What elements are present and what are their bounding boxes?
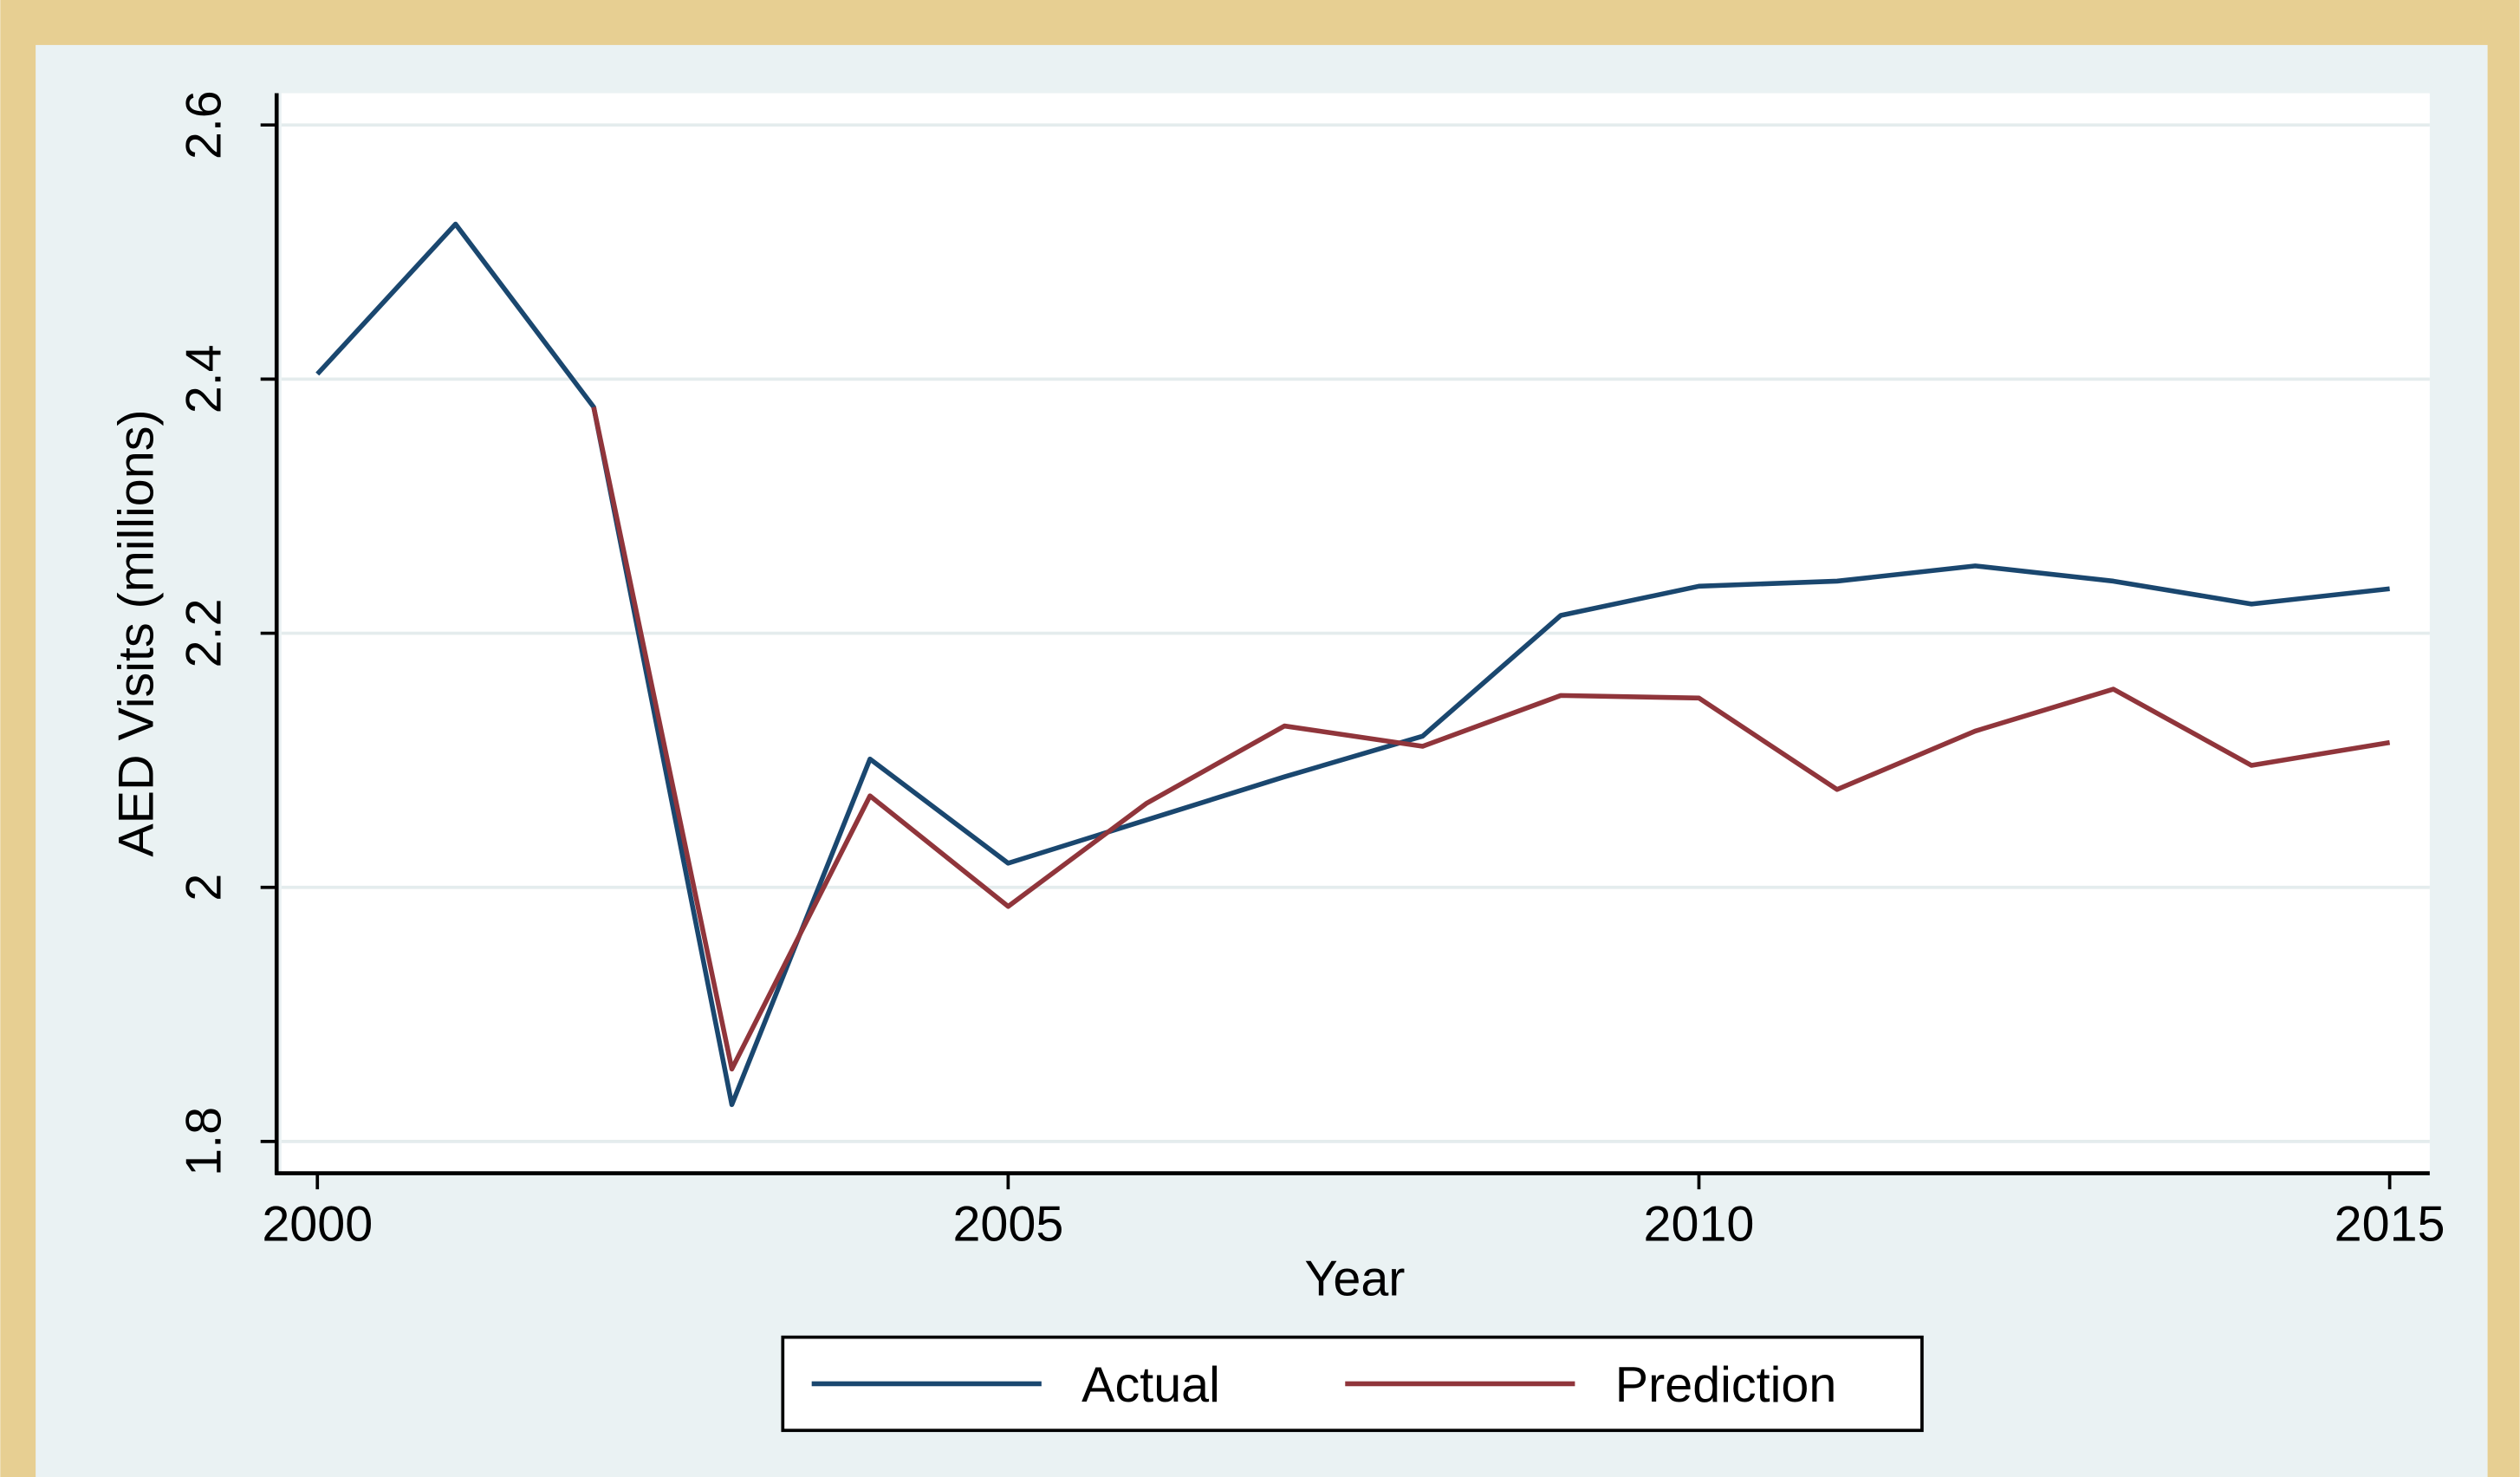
y-tick-label: 1.8	[176, 1107, 231, 1176]
y-tick-label: 2.6	[176, 90, 231, 159]
legend-label: Prediction	[1615, 1357, 1837, 1413]
y-tick-label: 2.2	[176, 599, 231, 668]
x-tick-label: 2010	[1644, 1196, 1755, 1252]
x-tick-label: 2000	[262, 1196, 373, 1252]
x-axis-label: Year	[1304, 1251, 1405, 1306]
line-series	[591, 407, 2391, 1072]
line-series	[315, 221, 2390, 1108]
x-tick-label: 2015	[2335, 1196, 2445, 1252]
y-axis-label: AED Visits (millions)	[108, 409, 164, 856]
x-tick-label: 2005	[952, 1196, 1063, 1252]
legend-label: Actual	[1081, 1357, 1220, 1413]
y-tick-label: 2.4	[176, 344, 231, 413]
y-tick-label: 2	[176, 874, 231, 901]
